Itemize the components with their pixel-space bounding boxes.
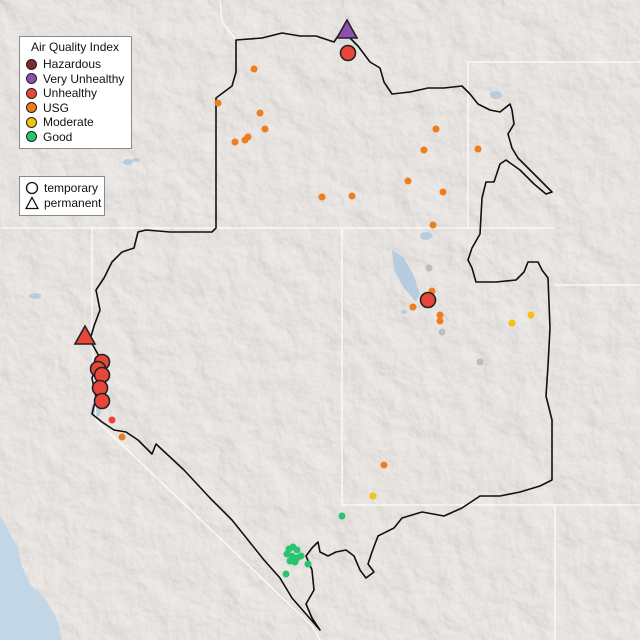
monitors-usg[interactable] xyxy=(118,65,482,469)
ocean xyxy=(0,515,62,640)
legend-item-unhealthy: Unhealthy xyxy=(26,86,125,101)
aqi-legend: Air Quality Index Hazardous Very Unhealt… xyxy=(19,36,132,149)
legend-label: Hazardous xyxy=(43,57,102,72)
unhealthy-swatch-icon xyxy=(26,87,37,99)
legend-label: Moderate xyxy=(43,115,94,130)
legend-label: Good xyxy=(43,129,73,144)
monitors-unhealthy-small[interactable] xyxy=(108,416,116,424)
region-outline xyxy=(89,29,553,631)
very-unhealthy-swatch-icon xyxy=(26,73,37,85)
moderate-swatch-icon xyxy=(26,116,37,128)
monitors-unhealthy-large[interactable] xyxy=(89,44,437,410)
good-swatch-icon xyxy=(26,131,37,143)
legend-item-temporary: temporary xyxy=(25,181,99,196)
monitors-moderate[interactable] xyxy=(369,311,535,500)
legend-item-moderate: Moderate xyxy=(26,115,125,130)
legend-item-very-unhealthy: Very Unhealthy xyxy=(26,72,125,87)
triangle-icon xyxy=(25,195,39,209)
legend-label: Unhealthy xyxy=(43,86,98,101)
legend-item-good: Good xyxy=(26,130,125,145)
monitors-no-data xyxy=(425,264,484,366)
legend-label: Very Unhealthy xyxy=(43,71,125,86)
circle-icon xyxy=(25,182,39,195)
monitor-type-legend: temporary permanent xyxy=(19,176,105,216)
permanent-monitor-unhealthy[interactable] xyxy=(73,324,97,345)
legend-label: USG xyxy=(43,100,70,115)
legend-title: Air Quality Index xyxy=(31,40,120,54)
legend-item-hazardous: Hazardous xyxy=(26,57,125,72)
usg-swatch-icon xyxy=(26,102,37,114)
permanent-monitor-very-unhealthy[interactable] xyxy=(335,18,359,39)
legend-label: permanent xyxy=(44,195,102,210)
monitors-good[interactable] xyxy=(282,512,346,578)
hazardous-swatch-icon xyxy=(26,58,37,70)
lakes xyxy=(29,91,502,417)
legend-label: temporary xyxy=(44,181,99,196)
legend-item-usg: USG xyxy=(26,101,125,116)
legend-item-permanent: permanent xyxy=(25,195,102,211)
